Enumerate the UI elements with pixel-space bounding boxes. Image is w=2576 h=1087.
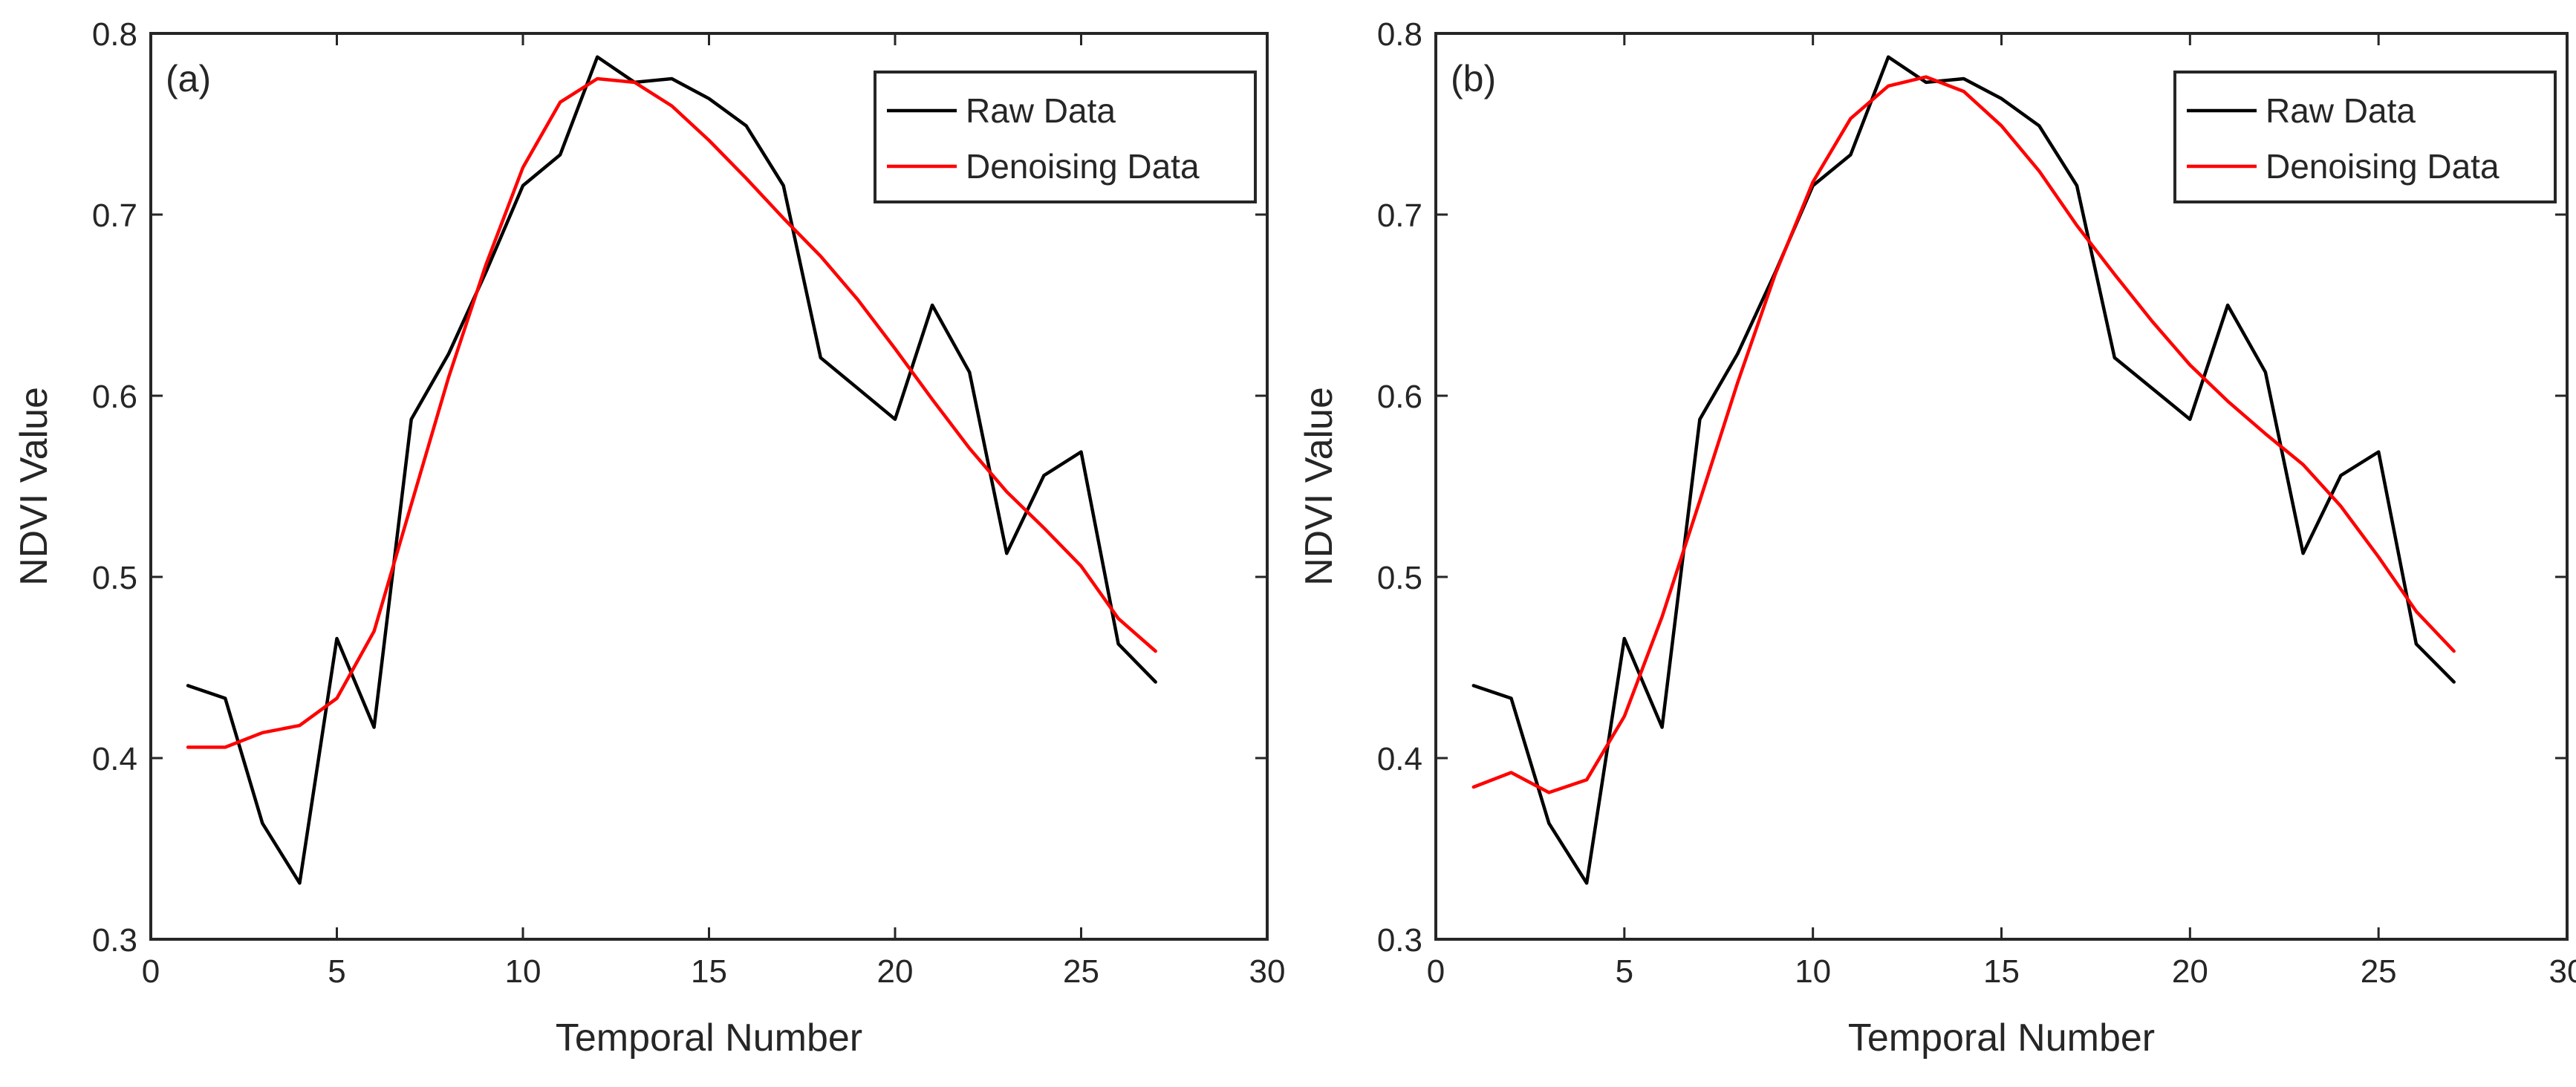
- y-tick-label-b: 0.3: [1377, 922, 1422, 959]
- series-line-raw-data-a: [186, 55, 1157, 885]
- y-tick-label-a: 0.4: [92, 741, 137, 777]
- y-axis-label-a: NDVI Value: [13, 387, 56, 586]
- y-tick-label-b: 0.4: [1377, 741, 1422, 777]
- legend-b: Raw Data Denoising Data: [2173, 71, 2557, 203]
- series-line-denoising-data-b: [1471, 75, 2456, 794]
- x-tick-label-b: 30: [2549, 953, 2576, 990]
- legend-label-denoising-data-a: Denoising Data: [966, 147, 1200, 186]
- x-tick-label-a: 15: [691, 953, 727, 990]
- x-tick-label-a: 10: [505, 953, 541, 990]
- y-tick-label-a: 0.5: [92, 560, 137, 596]
- panel-label-a: (a): [166, 58, 211, 99]
- x-tick-label-a: 30: [1249, 953, 1286, 990]
- x-tick-label-b: 5: [1616, 953, 1633, 990]
- x-tick-label-b: 10: [1795, 953, 1831, 990]
- y-tick-label-a: 0.6: [92, 379, 137, 415]
- y-tick-label-b: 0.8: [1377, 16, 1422, 53]
- x-tick-label-a: 25: [1063, 953, 1099, 990]
- series-line-denoising-data-a: [186, 76, 1157, 749]
- x-axis-label-a: Temporal Number: [556, 1016, 862, 1060]
- legend-a: Raw Data Denoising Data: [874, 71, 1257, 203]
- x-tick-label-b: 25: [2361, 953, 2397, 990]
- y-tick-label-a: 0.8: [92, 16, 137, 53]
- x-tick-label-a: 20: [877, 953, 914, 990]
- legend-box-b: [2173, 71, 2557, 203]
- series-group-b: [1471, 55, 2456, 885]
- legend-label-raw-data-a: Raw Data: [966, 91, 1116, 130]
- panel-b: 0 5 10 15 20 25 30 0.3 0.4 0.5 0.6 0.7 0.8 Temporal N…: [1298, 16, 2576, 1060]
- x-axis-label-b: Temporal Number: [1848, 1016, 2155, 1060]
- panel-a: 0 5 10 15 20 25 30 0.3 0.4 0.5 0.6 0.7 0.8 Temporal N…: [13, 16, 1285, 1060]
- y-tick-label-b: 0.5: [1377, 560, 1422, 596]
- y-tick-label-a: 0.3: [92, 922, 137, 959]
- x-tick-label-b: 20: [2172, 953, 2208, 990]
- legend-box-a: [874, 71, 1257, 203]
- legend-label-raw-data-b: Raw Data: [2266, 91, 2416, 130]
- panel-label-b: (b): [1451, 58, 1496, 99]
- y-axis-label-b: NDVI Value: [1298, 387, 1341, 586]
- x-tick-label-b: 0: [1427, 953, 1445, 990]
- series-group-a: [186, 55, 1157, 885]
- legend-label-denoising-data-b: Denoising Data: [2266, 147, 2499, 186]
- y-tick-label-a: 0.7: [92, 198, 137, 234]
- x-tick-label-b: 15: [1983, 953, 2020, 990]
- x-tick-label-a: 5: [328, 953, 345, 990]
- series-line-raw-data-b: [1471, 55, 2456, 885]
- x-tick-label-a: 0: [142, 953, 160, 990]
- y-tick-label-b: 0.6: [1377, 379, 1422, 415]
- y-tick-label-b: 0.7: [1377, 198, 1422, 234]
